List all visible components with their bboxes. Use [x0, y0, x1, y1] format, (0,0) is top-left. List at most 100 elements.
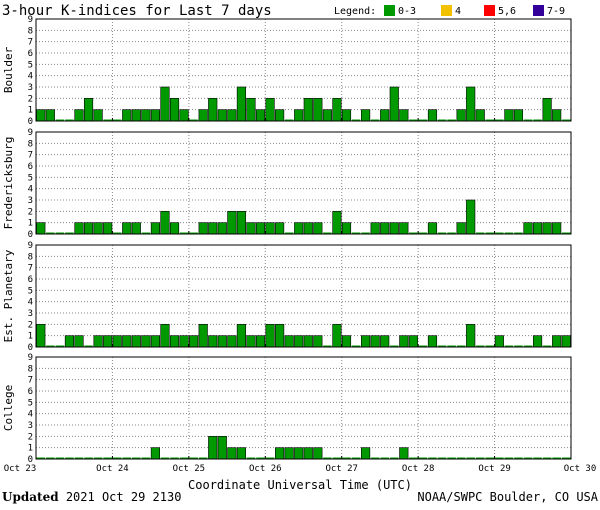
k-bar	[150, 447, 160, 460]
k-bar	[208, 222, 218, 235]
k-bar	[332, 211, 342, 235]
k-bar	[427, 335, 438, 348]
k-bar	[427, 109, 438, 122]
k-bar	[227, 109, 237, 122]
k-bar	[409, 119, 418, 121]
y-tick-label: 2	[28, 94, 33, 104]
k-bar	[294, 447, 304, 460]
k-bar	[36, 109, 46, 122]
k-bar	[456, 457, 466, 459]
y-tick-label: 4	[28, 410, 33, 420]
y-tick-label: 2	[28, 432, 33, 442]
k-bar	[208, 98, 218, 122]
k-bar	[74, 335, 84, 348]
k-bar	[198, 457, 208, 459]
k-bar	[495, 232, 504, 234]
k-bar	[255, 335, 266, 348]
k-bar	[275, 447, 285, 460]
k-bar	[103, 222, 113, 235]
k-bar	[64, 335, 75, 348]
k-bar	[122, 109, 132, 122]
k-bar	[561, 335, 571, 348]
k-bar	[46, 232, 55, 234]
k-bar	[294, 109, 304, 122]
y-tick-label: 5	[28, 60, 33, 70]
legend-entry-label: 0-3	[398, 6, 416, 17]
k-bar	[150, 222, 160, 235]
k-bar	[112, 232, 122, 234]
k-bar	[332, 324, 342, 348]
k-bar	[409, 232, 418, 234]
k-bar	[437, 345, 447, 347]
k-bar	[169, 335, 180, 348]
y-tick-label: 7	[28, 151, 33, 161]
k-bar	[332, 98, 342, 122]
k-bar	[533, 457, 542, 459]
k-bar	[55, 119, 65, 121]
k-bar	[456, 345, 466, 347]
k-bar	[179, 335, 189, 348]
k-bar	[84, 345, 93, 347]
k-bar	[227, 335, 237, 348]
panel-label: College	[2, 385, 15, 431]
k-bar	[475, 457, 485, 459]
y-tick-label: 3	[28, 421, 33, 431]
k-bar	[150, 335, 160, 348]
k-bar	[361, 109, 371, 122]
k-bar	[303, 335, 313, 348]
panel-est-planetary: 01 234 567 89 Est. Planetary	[2, 241, 572, 353]
y-tick-label: 8	[28, 364, 33, 374]
k-bar	[46, 457, 55, 459]
y-tick-label: 9	[28, 128, 33, 138]
k-bar	[294, 335, 304, 348]
k-bar	[294, 222, 304, 235]
k-bar	[46, 345, 55, 347]
k-bar	[265, 222, 275, 235]
k-bar	[131, 335, 141, 348]
k-bar	[103, 119, 112, 121]
legend-entry-label: 4	[455, 6, 461, 17]
k-bar	[389, 345, 399, 347]
legend-entry-label: 7-9	[547, 6, 565, 17]
panel-label: Fredericksburg	[2, 137, 15, 230]
k-bar	[265, 324, 275, 348]
chart-panels: 0123456789Boulder0123456789Fredericksbur…	[2, 15, 572, 465]
k-bar	[189, 119, 198, 121]
k-bar	[447, 457, 456, 459]
k-bar	[150, 109, 160, 122]
k-bar	[533, 119, 542, 121]
y-tick-label: 3	[28, 309, 33, 319]
panel-label: Est. Planetary	[2, 249, 15, 342]
k-bar	[561, 457, 571, 459]
k-bar	[284, 335, 294, 348]
k-bar	[122, 457, 132, 459]
k-bar	[74, 109, 84, 122]
k-bar	[418, 119, 428, 121]
k-bar	[170, 457, 179, 459]
k-bar	[141, 109, 151, 122]
k-bar	[65, 457, 74, 459]
k-bar	[542, 98, 552, 122]
x-tick-label: Oct 24	[96, 464, 129, 474]
y-tick-label: 3	[28, 196, 33, 206]
x-tick-label: Oct 25	[173, 464, 206, 474]
k-bar	[361, 447, 371, 460]
x-tick-label: Oct 28	[402, 464, 435, 474]
k-bar	[93, 335, 103, 348]
y-tick-label: 0	[28, 455, 33, 465]
y-tick-label: 5	[28, 286, 33, 296]
k-bar	[380, 457, 389, 459]
k-bar	[475, 109, 485, 122]
k-bar	[523, 222, 533, 235]
k-bar	[408, 335, 418, 348]
k-bar	[361, 232, 370, 234]
k-bar	[284, 119, 294, 121]
k-bar	[542, 222, 552, 235]
x-tick-label: Oct 23	[4, 464, 37, 474]
k-bar	[495, 457, 504, 459]
k-bar	[303, 447, 313, 460]
k-bar	[65, 119, 74, 121]
y-tick-label: 5	[28, 173, 33, 183]
k-bar	[55, 232, 65, 234]
y-tick-label: 6	[28, 275, 33, 285]
